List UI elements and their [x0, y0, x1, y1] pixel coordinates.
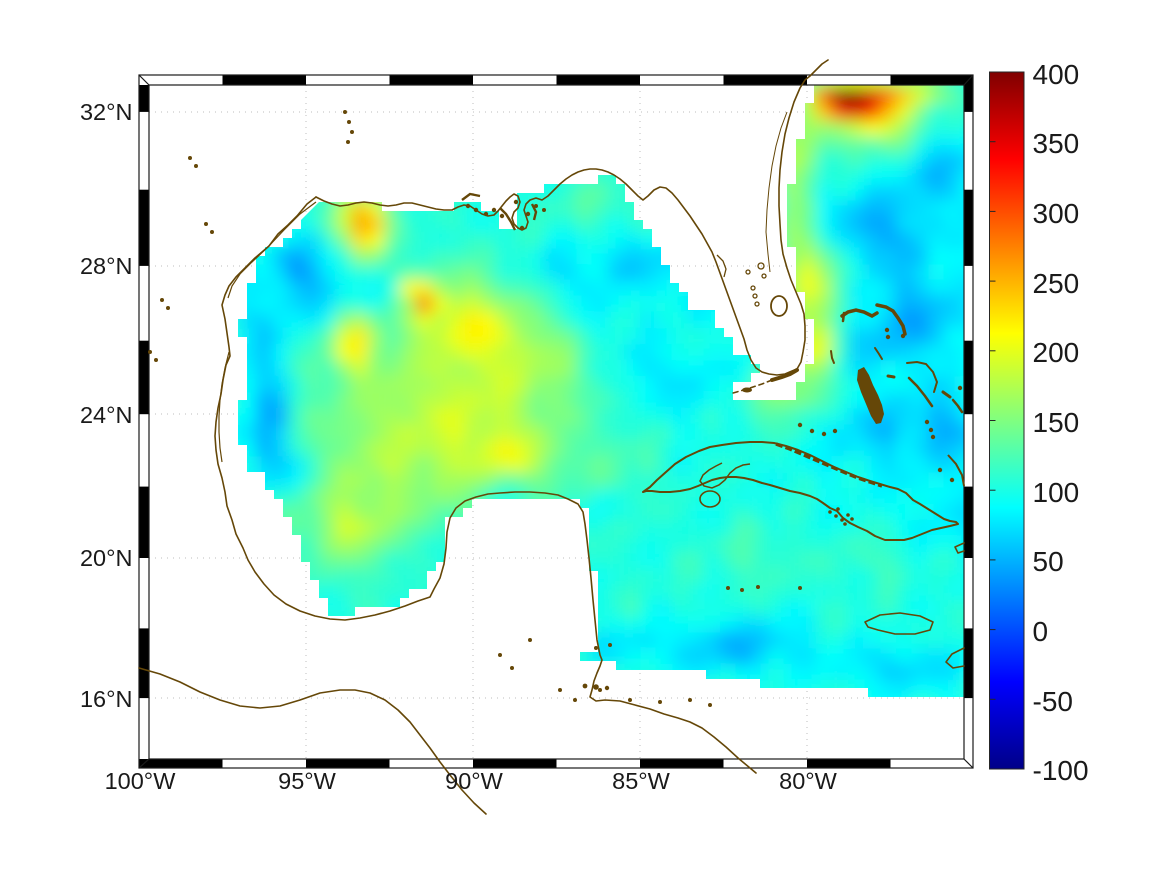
svg-text:200: 200	[1033, 337, 1080, 368]
svg-text:20°N: 20°N	[80, 545, 133, 571]
svg-text:400: 400	[1033, 59, 1080, 90]
svg-text:50: 50	[1033, 546, 1064, 577]
svg-text:32°N: 32°N	[80, 99, 133, 125]
svg-text:-100: -100	[1033, 755, 1089, 786]
svg-text:0: 0	[1033, 616, 1049, 647]
svg-text:350: 350	[1033, 128, 1080, 159]
svg-text:80°W: 80°W	[779, 768, 838, 794]
svg-text:95°W: 95°W	[278, 768, 337, 794]
svg-text:24°N: 24°N	[80, 402, 133, 428]
svg-text:250: 250	[1033, 268, 1080, 299]
svg-text:150: 150	[1033, 407, 1080, 438]
svg-text:100°W: 100°W	[105, 768, 177, 794]
svg-text:-50: -50	[1033, 686, 1073, 717]
svg-text:85°W: 85°W	[612, 768, 671, 794]
svg-text:100: 100	[1033, 477, 1080, 508]
svg-text:16°N: 16°N	[80, 686, 133, 712]
svg-text:28°N: 28°N	[80, 253, 133, 279]
svg-text:300: 300	[1033, 198, 1080, 229]
svg-text:90°W: 90°W	[445, 768, 504, 794]
